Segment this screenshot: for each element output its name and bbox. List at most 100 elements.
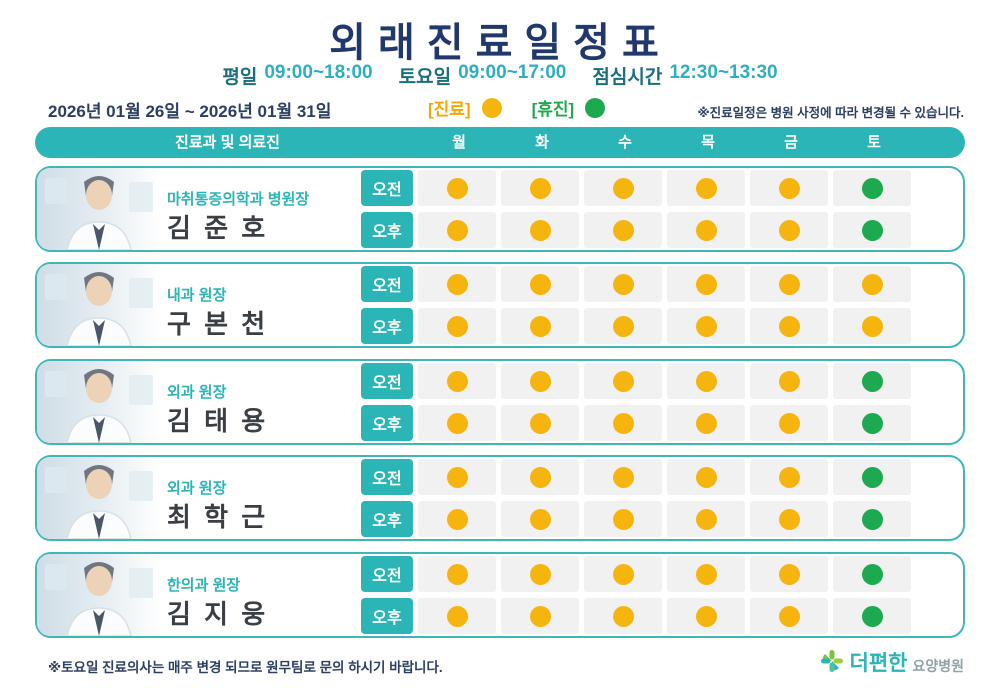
- status-dot: [778, 563, 800, 585]
- schedule-cell: [584, 501, 662, 537]
- schedule-cell: [750, 598, 828, 634]
- schedule-change-notice: ※진료일정은 병원 사정에 따라 변경될 수 있습니다.: [697, 106, 964, 120]
- schedule-cell: [750, 308, 828, 344]
- status-dot: [612, 508, 634, 530]
- schedule-row-am: 오전: [361, 363, 916, 399]
- doctor-card: 내과 원장 구 본 천 오전 오후: [35, 262, 965, 348]
- hours-value: 09:00~17:00: [458, 62, 567, 83]
- status-dot: [695, 219, 717, 241]
- hours-label: 토요일: [398, 67, 452, 88]
- schedule-cell: [833, 556, 911, 592]
- schedule-row-pm: 오후: [361, 405, 916, 441]
- schedule-cell: [833, 598, 911, 634]
- schedule-cell: [418, 459, 496, 495]
- schedule-cell: [418, 266, 496, 302]
- hospital-logo: 더편한 요양병원: [819, 648, 964, 674]
- status-dot: [446, 605, 468, 627]
- hours-value: 09:00~18:00: [264, 62, 373, 83]
- schedule-cell: [418, 308, 496, 344]
- status-dot: [446, 370, 468, 392]
- status-dot: [529, 466, 551, 488]
- schedule-cell: [667, 266, 745, 302]
- doctor-name: 최 학 근: [167, 502, 269, 532]
- legend-label: [휴진]: [531, 100, 575, 119]
- doctor-photo: [37, 554, 161, 636]
- legend-status-dot: [585, 97, 606, 118]
- schedule-cell: [584, 459, 662, 495]
- status-dot: [861, 315, 883, 337]
- status-dot: [861, 412, 883, 434]
- status-dot: [529, 273, 551, 295]
- schedule-cell: [750, 501, 828, 537]
- status-dot: [861, 605, 883, 627]
- doctor-name: 김 태 용: [167, 406, 269, 436]
- session-label-am: 오전: [361, 170, 413, 206]
- schedule-cell: [584, 170, 662, 206]
- schedule-cell: [584, 308, 662, 344]
- doctor-name: 김 지 웅: [167, 599, 269, 629]
- session-label-am: 오전: [361, 459, 413, 495]
- status-dot: [695, 466, 717, 488]
- status-dot: [529, 508, 551, 530]
- schedule-cell: [418, 212, 496, 248]
- status-dot: [529, 563, 551, 585]
- doctor-card: 마취통증의학과 병원장 김 준 호 오전 오후: [35, 166, 965, 252]
- status-dot: [778, 219, 800, 241]
- schedule-cell: [833, 363, 911, 399]
- schedule-row-pm: 오후: [361, 501, 916, 537]
- status-dot: [446, 563, 468, 585]
- schedule-cell: [418, 556, 496, 592]
- status-dot: [861, 273, 883, 295]
- footer-note: ※토요일 진료의사는 매주 변경 되므로 원무팀로 문의 하시기 바랍니다.: [48, 660, 443, 675]
- status-dot: [695, 273, 717, 295]
- schedule-row-am: 오전: [361, 556, 916, 592]
- schedule-cell: [833, 405, 911, 441]
- schedule-cell: [750, 170, 828, 206]
- day-header: 토: [867, 134, 881, 151]
- status-dot: [529, 412, 551, 434]
- schedule-row-am: 오전: [361, 266, 916, 302]
- schedule-cell: [418, 170, 496, 206]
- status-dot: [612, 177, 634, 199]
- doctor-photo: [37, 361, 161, 443]
- status-dot: [695, 370, 717, 392]
- status-dot: [778, 466, 800, 488]
- schedule-cell: [584, 556, 662, 592]
- schedule-cell: [833, 170, 911, 206]
- status-dot: [529, 219, 551, 241]
- schedule-cell: [750, 363, 828, 399]
- doctor-dept-title: 내과 원장: [167, 287, 227, 304]
- legend-label: [진료]: [428, 100, 471, 119]
- hours-item: 토요일 09:00~17:00: [399, 62, 567, 89]
- hospital-logo-icon: [819, 648, 845, 674]
- status-dot: [778, 508, 800, 530]
- schedule-cell: [584, 363, 662, 399]
- schedule-cell: [667, 405, 745, 441]
- schedule-cell: [667, 308, 745, 344]
- hours-label: 평일: [222, 67, 258, 88]
- schedule-cell: [667, 170, 745, 206]
- schedule-row-pm: 오후: [361, 308, 916, 344]
- day-header: 금: [784, 134, 798, 151]
- schedule-cell: [833, 308, 911, 344]
- schedule-cell: [750, 405, 828, 441]
- hours-value: 12:30~13:30: [669, 62, 778, 83]
- operating-hours: 평일 09:00~18:00 토요일 09:00~17:00 점심시간 12:30~13:…: [0, 62, 1000, 89]
- status-dot: [446, 273, 468, 295]
- doctor-dept-title: 외과 원장: [167, 384, 227, 401]
- doctor-photo: [37, 168, 161, 250]
- schedule-cell: [584, 405, 662, 441]
- logo-text-sub: 요양병원: [912, 658, 964, 674]
- session-label-am: 오전: [361, 266, 413, 302]
- status-dot: [778, 273, 800, 295]
- status-dot: [612, 219, 634, 241]
- doctor-dept-title: 외과 원장: [167, 480, 227, 497]
- schedule-cell: [584, 598, 662, 634]
- schedule-cell: [501, 501, 579, 537]
- schedule-cell: [667, 459, 745, 495]
- schedule-cell: [501, 459, 579, 495]
